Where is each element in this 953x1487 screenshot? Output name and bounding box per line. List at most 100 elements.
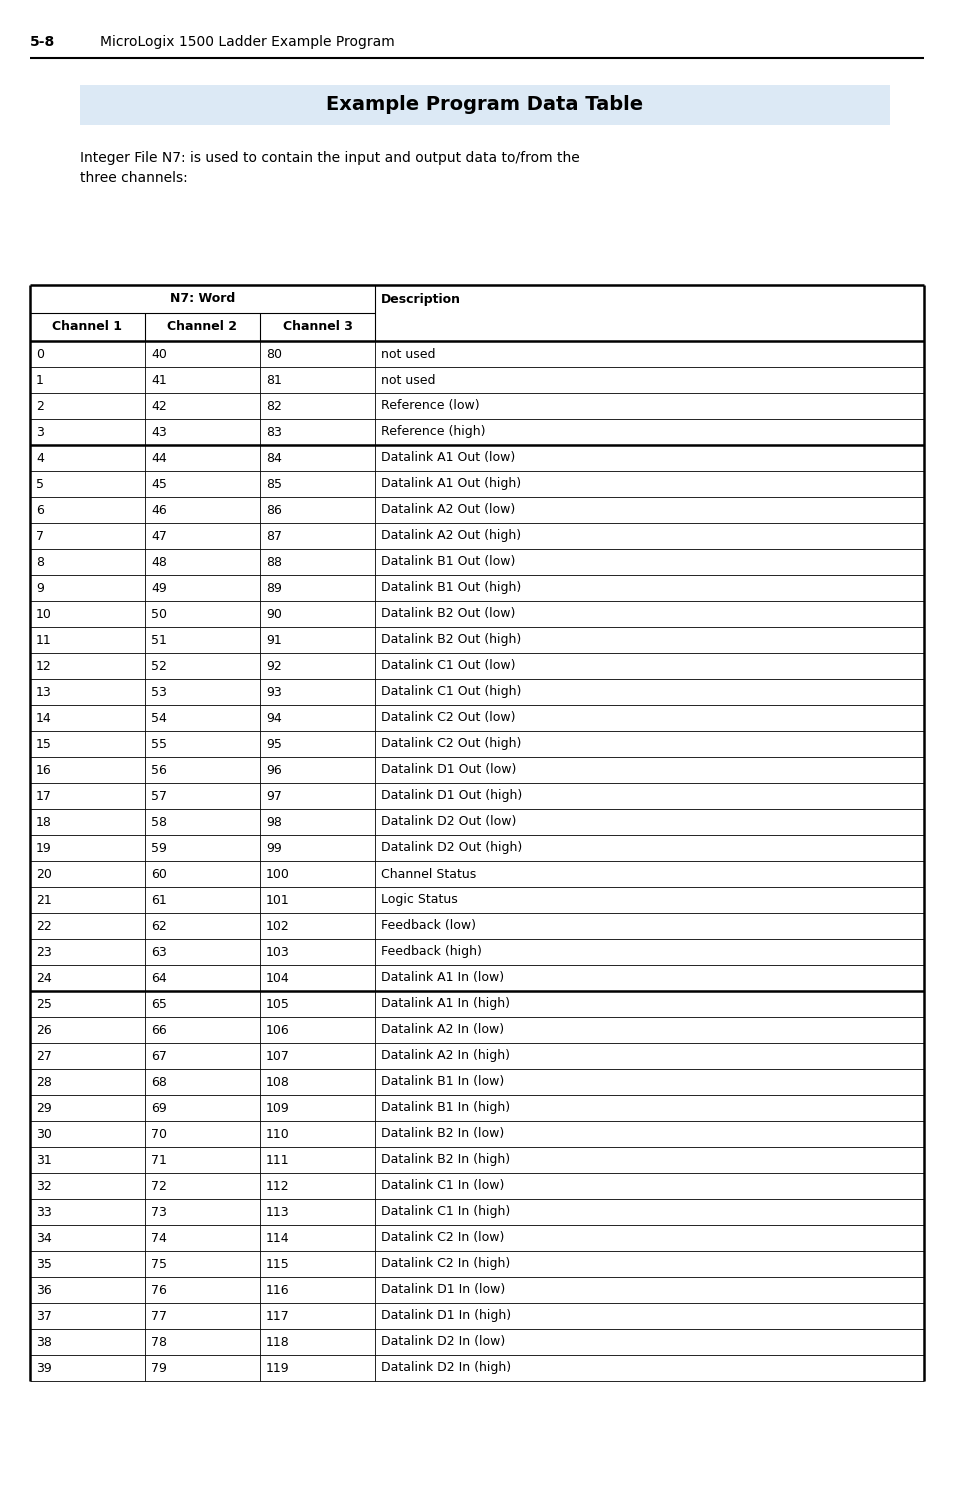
Text: 35: 35 xyxy=(36,1258,51,1270)
Text: three channels:: three channels: xyxy=(80,171,188,184)
Text: 21: 21 xyxy=(36,894,51,907)
Text: 111: 111 xyxy=(266,1154,290,1166)
Text: 43: 43 xyxy=(151,425,167,439)
Text: Channel 1: Channel 1 xyxy=(52,321,122,333)
Text: 17: 17 xyxy=(36,790,51,803)
Text: Datalink B1 In (low): Datalink B1 In (low) xyxy=(380,1075,504,1088)
Text: Datalink C2 In (high): Datalink C2 In (high) xyxy=(380,1258,510,1270)
Text: Description: Description xyxy=(380,293,460,305)
Text: 113: 113 xyxy=(266,1206,290,1218)
Text: 77: 77 xyxy=(151,1310,167,1322)
Text: 42: 42 xyxy=(151,400,167,412)
Text: Datalink A1 In (low): Datalink A1 In (low) xyxy=(380,971,503,984)
Text: 7: 7 xyxy=(36,529,44,543)
Text: Datalink B1 In (high): Datalink B1 In (high) xyxy=(380,1102,510,1114)
Text: 62: 62 xyxy=(151,919,167,932)
Text: 24: 24 xyxy=(36,971,51,984)
Text: 5: 5 xyxy=(36,477,44,491)
Text: 27: 27 xyxy=(36,1050,51,1063)
Text: 61: 61 xyxy=(151,894,167,907)
Text: 34: 34 xyxy=(36,1231,51,1245)
Text: 49: 49 xyxy=(151,581,167,595)
Text: 119: 119 xyxy=(266,1362,290,1374)
Text: 58: 58 xyxy=(151,815,167,828)
Text: 28: 28 xyxy=(36,1075,51,1088)
Text: 83: 83 xyxy=(266,425,281,439)
Text: 100: 100 xyxy=(266,867,290,880)
Text: 71: 71 xyxy=(151,1154,167,1166)
Text: 16: 16 xyxy=(36,763,51,776)
Text: Datalink C1 In (high): Datalink C1 In (high) xyxy=(380,1206,510,1218)
Text: Datalink C1 In (low): Datalink C1 In (low) xyxy=(380,1179,504,1193)
Text: 92: 92 xyxy=(266,660,281,672)
Text: 117: 117 xyxy=(266,1310,290,1322)
Text: 116: 116 xyxy=(266,1283,290,1297)
Text: 86: 86 xyxy=(266,504,281,516)
Text: Datalink C1 Out (low): Datalink C1 Out (low) xyxy=(380,660,515,672)
Text: 25: 25 xyxy=(36,998,51,1011)
Text: 85: 85 xyxy=(266,477,282,491)
Text: 48: 48 xyxy=(151,556,167,568)
Text: 5-8: 5-8 xyxy=(30,36,55,49)
Text: 18: 18 xyxy=(36,815,51,828)
Text: N7: Word: N7: Word xyxy=(170,293,234,305)
Text: 66: 66 xyxy=(151,1023,167,1036)
Text: 95: 95 xyxy=(266,738,281,751)
Text: 114: 114 xyxy=(266,1231,290,1245)
Text: 65: 65 xyxy=(151,998,167,1011)
Text: 67: 67 xyxy=(151,1050,167,1063)
Text: 36: 36 xyxy=(36,1283,51,1297)
Text: 106: 106 xyxy=(266,1023,290,1036)
Text: 12: 12 xyxy=(36,660,51,672)
Text: 99: 99 xyxy=(266,842,281,855)
Text: 104: 104 xyxy=(266,971,290,984)
Text: Channel Status: Channel Status xyxy=(380,867,476,880)
Text: 9: 9 xyxy=(36,581,44,595)
Text: 112: 112 xyxy=(266,1179,290,1193)
Text: 63: 63 xyxy=(151,946,167,959)
Text: 68: 68 xyxy=(151,1075,167,1088)
Text: Datalink B2 Out (low): Datalink B2 Out (low) xyxy=(380,608,515,620)
Text: 39: 39 xyxy=(36,1362,51,1374)
Text: 79: 79 xyxy=(151,1362,167,1374)
Text: not used: not used xyxy=(380,348,435,360)
Text: Feedback (low): Feedback (low) xyxy=(380,919,476,932)
Text: Datalink D2 Out (high): Datalink D2 Out (high) xyxy=(380,842,521,855)
Text: 45: 45 xyxy=(151,477,167,491)
Text: 0: 0 xyxy=(36,348,44,360)
Text: 109: 109 xyxy=(266,1102,290,1114)
Text: 23: 23 xyxy=(36,946,51,959)
Text: Datalink B2 In (low): Datalink B2 In (low) xyxy=(380,1127,504,1141)
Text: 59: 59 xyxy=(151,842,167,855)
Text: 75: 75 xyxy=(151,1258,167,1270)
Text: 50: 50 xyxy=(151,608,167,620)
Text: MicroLogix 1500 Ladder Example Program: MicroLogix 1500 Ladder Example Program xyxy=(100,36,395,49)
Text: Datalink A2 In (high): Datalink A2 In (high) xyxy=(380,1050,510,1063)
Text: 118: 118 xyxy=(266,1335,290,1349)
Text: 32: 32 xyxy=(36,1179,51,1193)
Text: Integer File N7: is used to contain the input and output data to/from the: Integer File N7: is used to contain the … xyxy=(80,152,579,165)
Text: Datalink D2 Out (low): Datalink D2 Out (low) xyxy=(380,815,516,828)
Text: 108: 108 xyxy=(266,1075,290,1088)
Text: Datalink B1 Out (low): Datalink B1 Out (low) xyxy=(380,556,515,568)
Text: 31: 31 xyxy=(36,1154,51,1166)
Text: Datalink B2 Out (high): Datalink B2 Out (high) xyxy=(380,633,520,647)
Text: 73: 73 xyxy=(151,1206,167,1218)
Text: 3: 3 xyxy=(36,425,44,439)
Text: 57: 57 xyxy=(151,790,167,803)
Text: Datalink B2 In (high): Datalink B2 In (high) xyxy=(380,1154,510,1166)
Text: 6: 6 xyxy=(36,504,44,516)
Text: 70: 70 xyxy=(151,1127,167,1141)
Text: Logic Status: Logic Status xyxy=(380,894,457,907)
Text: 101: 101 xyxy=(266,894,290,907)
Text: 10: 10 xyxy=(36,608,51,620)
Text: Datalink C2 In (low): Datalink C2 In (low) xyxy=(380,1231,504,1245)
Text: 105: 105 xyxy=(266,998,290,1011)
Text: 38: 38 xyxy=(36,1335,51,1349)
Text: 87: 87 xyxy=(266,529,282,543)
Text: Reference (low): Reference (low) xyxy=(380,400,479,412)
Text: 69: 69 xyxy=(151,1102,167,1114)
Text: 56: 56 xyxy=(151,763,167,776)
Text: 55: 55 xyxy=(151,738,167,751)
Text: 110: 110 xyxy=(266,1127,290,1141)
